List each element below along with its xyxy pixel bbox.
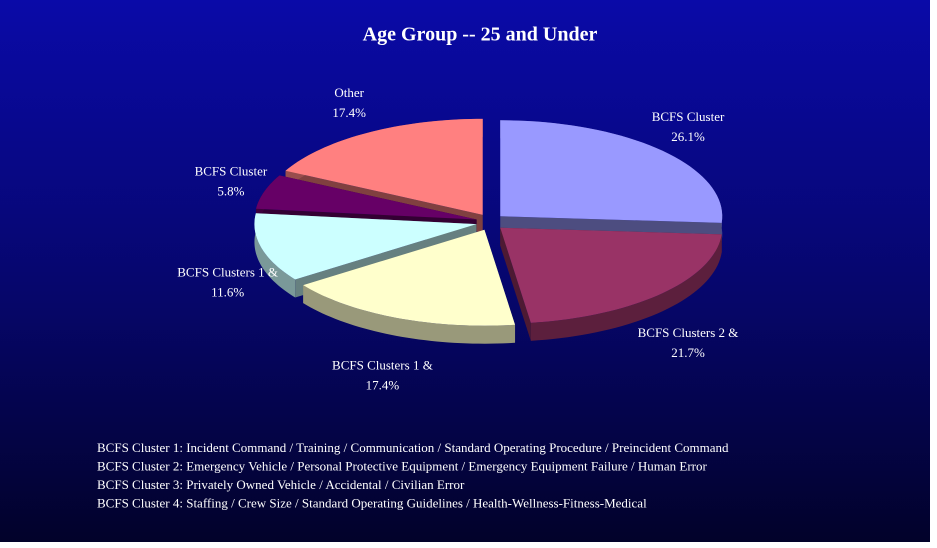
slice-value-label: 5.8% bbox=[217, 183, 244, 198]
slice bbox=[303, 229, 516, 326]
slice-wall bbox=[500, 227, 531, 341]
slice-label: BCFS Clusters 1 & bbox=[332, 358, 433, 373]
slice bbox=[285, 118, 483, 215]
slice bbox=[256, 175, 477, 220]
slice bbox=[500, 120, 723, 223]
slice-side bbox=[254, 213, 296, 298]
legend-note: BCFS Cluster 4: Staffing / Crew Size / S… bbox=[97, 496, 647, 511]
slice-value-label: 17.4% bbox=[366, 378, 400, 393]
slice bbox=[254, 213, 477, 280]
legend-note: BCFS Cluster 2: Emergency Vehicle / Pers… bbox=[97, 459, 707, 474]
chart-title: Age Group -- 25 and Under bbox=[363, 24, 598, 46]
slice-value-label: 21.7% bbox=[671, 345, 705, 360]
legend-note: BCFS Cluster 1: Incident Command / Train… bbox=[97, 440, 729, 455]
slice bbox=[500, 227, 722, 323]
legend-note: BCFS Cluster 3: Privately Owned Vehicle … bbox=[97, 477, 465, 492]
slice-side bbox=[530, 234, 722, 341]
slice-value-label: 17.4% bbox=[332, 105, 366, 120]
slice-label: BCFS Cluster bbox=[195, 163, 268, 178]
slice-value-label: 26.1% bbox=[671, 129, 705, 144]
slice-label: BCFS Clusters 1 & bbox=[177, 265, 278, 280]
slice-side bbox=[303, 285, 516, 344]
slice-label: BCFS Clusters 2 & bbox=[638, 325, 739, 340]
slice-value-label: 11.6% bbox=[211, 285, 244, 300]
slice-label: Other bbox=[334, 85, 364, 100]
slice-label: BCFS Cluster bbox=[652, 109, 725, 124]
